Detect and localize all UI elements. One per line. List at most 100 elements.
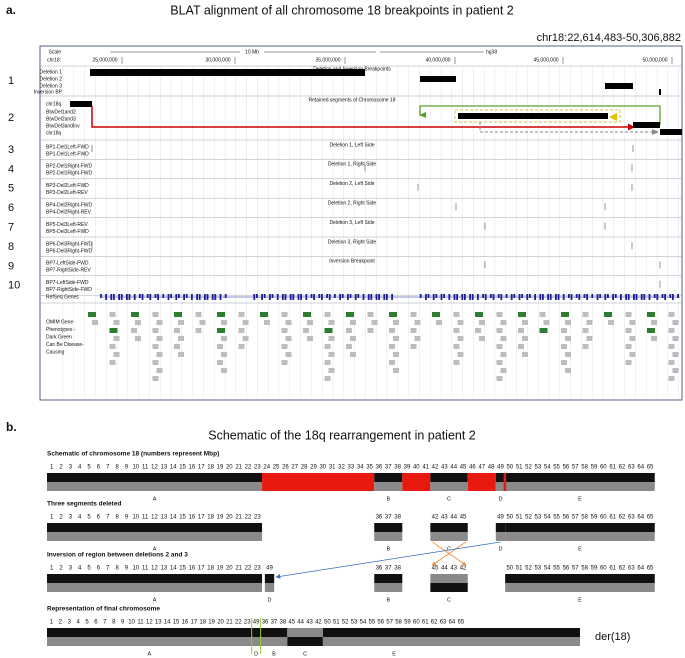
omim-block [561, 312, 569, 317]
track-label: chr18q [46, 101, 62, 107]
omim-block [217, 344, 223, 349]
omim-block [178, 352, 184, 357]
omim-block [457, 320, 464, 325]
gene-block [653, 294, 656, 298]
omim-block [303, 328, 309, 333]
mbp-label: 7 [106, 465, 110, 471]
mbp-label: 9 [125, 515, 129, 521]
mbp-label: 61 [422, 620, 429, 626]
track-number: 5 [8, 183, 14, 195]
chromosome-arm [322, 637, 580, 646]
mbp-label: 59 [591, 465, 598, 471]
mbp-label: 37 [385, 566, 392, 572]
omim-block [668, 328, 675, 333]
gene-block [614, 294, 617, 298]
mbp-label: 64 [637, 515, 644, 521]
track-label: BtwDel2and3 [46, 116, 76, 122]
omim-block [285, 352, 292, 357]
panel-label: b. [6, 420, 17, 434]
omim-block [586, 320, 593, 325]
chromosome-arm [47, 473, 263, 482]
omim-block [518, 344, 524, 349]
gene-block [456, 294, 458, 300]
mbp-label: 62 [619, 515, 626, 521]
mbp-label: 6 [97, 515, 101, 521]
omim-block [221, 368, 227, 373]
gene-block [185, 294, 188, 298]
omim-block [414, 336, 421, 341]
gene-block [269, 294, 271, 300]
mbp-label: 54 [544, 566, 551, 572]
mbp-label: 10 [128, 620, 135, 626]
mbp-label: 48 [488, 465, 495, 471]
gene-block [289, 294, 292, 300]
mbp-label: 65 [647, 515, 654, 521]
inverted-box [454, 109, 621, 123]
omim-block [131, 328, 137, 333]
omim-block [668, 312, 675, 317]
omim-label: Can Be Disease- [46, 342, 84, 348]
gene-block [635, 294, 638, 300]
gene-block [162, 294, 165, 298]
mbp-label: 20 [217, 620, 224, 626]
omim-block [328, 320, 335, 325]
segment-letter: E [578, 546, 582, 552]
omim-block [629, 320, 636, 325]
track-number: 8 [8, 241, 14, 253]
mbp-label: 55 [369, 620, 376, 626]
omim-block [156, 320, 163, 325]
mbp-label: 22 [245, 566, 252, 572]
mbp-label: 53 [535, 465, 542, 471]
mbp-label: 52 [342, 620, 349, 626]
inversion-feature [659, 89, 661, 95]
mbp-label: 56 [563, 566, 570, 572]
position-label: 25,000,000 [92, 57, 117, 63]
chromosome-arm [430, 583, 468, 592]
chromosome-arm [495, 482, 506, 491]
omim-block [393, 368, 399, 373]
gene-block [211, 294, 214, 300]
mbp-label: 60 [600, 566, 607, 572]
gene-block [362, 294, 365, 300]
gene-block [607, 294, 609, 298]
mbp-label: 36 [376, 515, 383, 521]
chromosome-arm [47, 482, 263, 491]
mbp-label: 13 [161, 515, 168, 521]
mbp-label: 9 [125, 465, 129, 471]
chromosome-arm [47, 637, 252, 646]
mbp-label: 63 [628, 465, 635, 471]
segment-letter: E [578, 597, 582, 603]
mbp-label: 45 [460, 465, 467, 471]
omim-block [152, 344, 159, 349]
gene-block [347, 294, 349, 300]
omim-block [475, 312, 483, 317]
track-label: BP2-Del1Right-FWD [46, 171, 93, 177]
gene-block [297, 294, 300, 300]
gene-block [664, 294, 666, 300]
mbp-label: 12 [151, 566, 158, 572]
mbp-label: 37 [385, 515, 392, 521]
gene-block [219, 294, 222, 300]
gene-block [471, 294, 474, 300]
gene-block [191, 294, 193, 300]
gene-block [318, 294, 321, 298]
chromosome-arm [374, 532, 403, 541]
mbp-label: 23 [244, 620, 251, 626]
omim-block [152, 360, 159, 365]
track-label: BP3-Del2Left-REV [46, 190, 88, 196]
gene-block [557, 294, 560, 300]
red-arrow [628, 123, 635, 131]
omim-block [328, 352, 335, 357]
omim-label: Causing [46, 349, 65, 355]
row-caption: Schematic of chromosome 18 (numbers repr… [47, 451, 219, 458]
chromosome-arm [430, 574, 468, 583]
omim-block [135, 336, 141, 341]
mbp-label: 4 [78, 515, 82, 521]
mbp-label: 50 [324, 620, 331, 626]
omim-block [367, 328, 374, 333]
gene-block [253, 294, 256, 300]
mbp-label: 16 [189, 465, 196, 471]
mbp-label: 56 [563, 465, 570, 471]
mbp-label: 54 [544, 515, 551, 521]
gene-block [141, 294, 144, 300]
